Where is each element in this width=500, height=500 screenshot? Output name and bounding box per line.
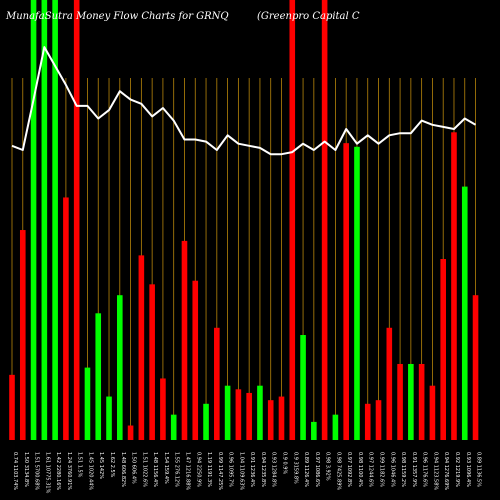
- money-flow-bar: [375, 400, 382, 440]
- x-tick-label: 1.19 1191.3%: [206, 452, 212, 487]
- money-flow-bar: [418, 363, 425, 440]
- x-tick-label: 1.48 1156.4%: [152, 452, 158, 487]
- chart-title: MunafaSutra Money Flow Charts for GRNQ: [6, 11, 229, 22]
- money-flow-bar: [117, 295, 123, 440]
- x-tick-label: 0.94 1123.58%: [432, 452, 438, 490]
- money-flow-bar: [203, 403, 209, 440]
- x-tick-label: 0.9 0.9%: [282, 452, 288, 474]
- money-flow-bar: [41, 0, 48, 440]
- money-flow-bar: [397, 363, 403, 440]
- x-tick-label: 1.24 3760.91%: [66, 452, 72, 490]
- x-tick-label: 1.62 2.5%: [109, 452, 115, 478]
- x-tick-label: 1.45 142%: [98, 452, 104, 479]
- x-tick-label: 1.50 606.4%: [131, 452, 137, 484]
- x-tick-label: 0.9 3159.8%: [292, 452, 298, 484]
- price-line: [11, 46, 477, 156]
- money-flow-bar: [149, 284, 155, 440]
- bar-layer: [9, 0, 479, 441]
- money-flow-bar: [354, 146, 360, 440]
- x-tick-label: 0.89 1136.5%: [476, 452, 482, 487]
- x-tick-label: 0.97 1086.6%: [314, 452, 320, 487]
- x-tick-label: 1.48 606.82%: [120, 452, 126, 487]
- money-flow-bar: [106, 396, 112, 440]
- money-flow-bar: [73, 0, 80, 440]
- x-tick-label: 0.96 1095.7%: [228, 452, 234, 487]
- x-tick-label: 0.89 1126.4%: [303, 452, 309, 487]
- money-flow-bar: [63, 197, 69, 440]
- money-flow-bar: [289, 0, 296, 440]
- money-flow-bar: [300, 335, 306, 440]
- x-tick-label: 1.45 1020.44%: [87, 452, 93, 490]
- money-flow-bar: [52, 0, 58, 440]
- money-flow-bar: [321, 0, 328, 440]
- money-flow-bar: [364, 403, 371, 440]
- x-tick-label: 0.98 3.92%: [325, 452, 331, 481]
- money-flow-bar: [84, 367, 91, 440]
- x-tick-label: 0.97 1244.6%: [368, 452, 374, 487]
- money-flow-bar: [311, 421, 317, 440]
- money-flow-bar: [95, 313, 102, 440]
- money-flow-bar: [192, 280, 199, 440]
- money-flow-bar: [472, 295, 479, 440]
- x-tick-label: 1.55 276.12%: [174, 452, 180, 487]
- x-tick-label: 1.51 1022.6%: [141, 452, 147, 487]
- money-flow-bar: [257, 385, 263, 440]
- x-tick-label: 0.93 1284.8%: [271, 452, 277, 487]
- money-flow-bar: [440, 259, 446, 440]
- x-tick-label: 0.97 1092.8%: [346, 452, 352, 487]
- x-tick-label: 0.74 1103.74%: [12, 452, 18, 490]
- x-tick-label: 1.50 3134.8%: [23, 452, 29, 487]
- x-tick-label: 1.04 1109.63%: [238, 452, 244, 490]
- line-layer: [11, 46, 477, 156]
- x-tick-label: 0.94 1235.8%: [260, 452, 266, 487]
- money-flow-bar: [181, 240, 188, 440]
- money-flow-bar: [408, 363, 414, 440]
- x-tick-label: 0.96 1046.4%: [389, 452, 395, 487]
- x-tick-label: 0.99 1182.6%: [379, 452, 385, 487]
- x-tick-label: 1.47 1216.88%: [184, 452, 190, 490]
- money-flow-bar: [138, 255, 145, 440]
- money-flow-bar: [214, 327, 220, 440]
- money-flow-bar: [429, 385, 436, 440]
- money-flow-bar: [170, 414, 177, 440]
- x-tick-label: 0.98 1100.4%: [357, 452, 363, 487]
- x-tick-label: 1.61 10775.31%: [44, 452, 50, 494]
- money-flow-bar: [224, 385, 231, 440]
- chart-subtitle: (Greenpro Capital C: [257, 11, 360, 22]
- money-flow-bar: [127, 425, 134, 440]
- money-flow-bar: [461, 186, 468, 440]
- x-tick-label: 0.92 1219.9%: [454, 452, 460, 487]
- x-tick-labels: 0.74 1103.74% 1.50 3134.8% 1.51 5700.68% 1.…: [12, 452, 482, 494]
- money-flow-bar: [332, 414, 339, 440]
- x-tick-label: 0.96 1176.6%: [422, 452, 428, 487]
- x-tick-label: 1.42 2280.16%: [55, 452, 61, 490]
- money-flow-bar: [343, 143, 349, 440]
- money-flow-bar: [451, 132, 457, 441]
- money-flow-bar: [386, 327, 393, 440]
- money-flow-bar: [19, 230, 26, 440]
- x-tick-label: 0.99 1147.25%: [217, 452, 223, 490]
- x-tick-label: 0.91 1357.9%: [411, 452, 417, 487]
- x-tick-label: 1.51 5700.68%: [34, 452, 40, 490]
- money-flow-bar: [9, 374, 15, 440]
- x-tick-label: 0.91 1236.4%: [249, 452, 255, 487]
- x-tick-label: 0.98 1159.2%: [400, 452, 406, 487]
- x-tick-label: 0.94 1276.69%: [443, 452, 449, 490]
- money-flow-bar: [30, 0, 37, 440]
- x-tick-label: 0.94 2250.9%: [195, 452, 201, 487]
- x-tick-label: 1.54 159.4%: [163, 452, 169, 484]
- money-flow-bar: [160, 378, 166, 440]
- money-flow-bar: [246, 392, 252, 440]
- money-flow-bar: [278, 396, 285, 440]
- x-tick-label: 0.98 7425.89%: [335, 452, 341, 490]
- money-flow-bar: [235, 389, 242, 440]
- money-flow-bar: [267, 400, 274, 440]
- x-tick-label: 1.51 1.5%: [77, 452, 83, 478]
- x-tick-label: 0.93 1096.4%: [465, 452, 471, 487]
